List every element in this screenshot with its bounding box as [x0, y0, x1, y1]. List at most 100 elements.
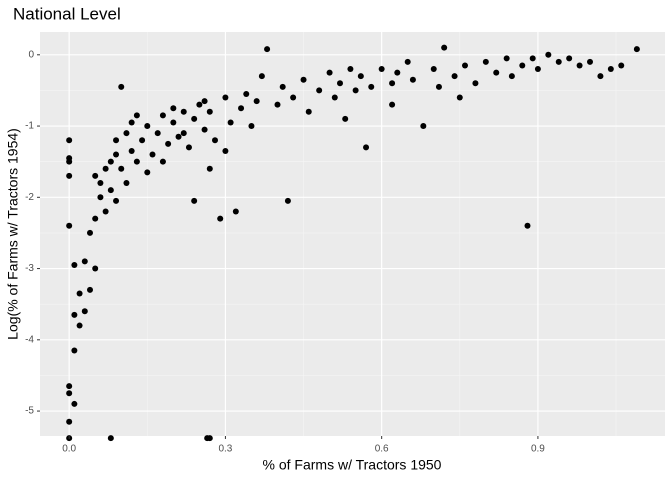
y-tick-label: -3: [25, 263, 34, 274]
point: [66, 172, 73, 179]
point: [71, 347, 78, 354]
y-tick-label: -2: [25, 192, 34, 203]
point: [534, 66, 541, 73]
point: [66, 390, 73, 397]
point: [508, 73, 515, 80]
point: [133, 112, 140, 119]
point: [133, 158, 140, 165]
point: [290, 94, 297, 101]
point: [430, 66, 437, 73]
point: [472, 80, 479, 87]
point: [144, 123, 151, 130]
point: [71, 400, 78, 407]
point: [206, 435, 213, 442]
point: [352, 87, 359, 94]
point: [71, 311, 78, 318]
point: [113, 151, 120, 158]
y-tick-label: -5: [25, 406, 34, 417]
point: [196, 101, 203, 108]
point: [92, 172, 99, 179]
x-tick-label: 0.6: [375, 444, 389, 455]
point: [92, 215, 99, 222]
point: [212, 137, 218, 144]
point: [587, 58, 593, 65]
point: [258, 73, 265, 80]
point: [66, 222, 73, 229]
point: [451, 73, 458, 80]
point: [180, 130, 187, 137]
point: [144, 169, 151, 176]
point: [118, 83, 125, 90]
point: [576, 62, 583, 69]
point: [389, 80, 396, 87]
point: [175, 133, 182, 140]
point: [66, 418, 73, 425]
point: [519, 62, 526, 69]
y-tick-label: -4: [25, 334, 34, 345]
point: [165, 140, 172, 147]
point: [113, 197, 120, 204]
point: [159, 112, 166, 119]
point: [170, 105, 177, 112]
chart-title: National Level: [13, 4, 121, 23]
point: [76, 290, 83, 297]
point: [482, 58, 489, 65]
point: [316, 87, 323, 94]
point: [238, 105, 245, 112]
point: [139, 137, 146, 144]
point: [326, 69, 333, 76]
point: [503, 55, 510, 62]
point: [462, 62, 468, 69]
y-axis-title: Log(% of Farms w/ Tractors 1954): [5, 128, 21, 340]
point: [206, 108, 213, 115]
point: [394, 69, 401, 76]
point: [149, 151, 156, 158]
point: [217, 215, 224, 222]
point: [191, 197, 198, 204]
point: [128, 119, 135, 126]
point: [185, 144, 192, 151]
point: [545, 51, 552, 58]
point: [566, 55, 573, 62]
point: [555, 58, 562, 65]
point: [97, 180, 104, 187]
panel: [40, 32, 665, 436]
point: [107, 187, 114, 194]
point: [493, 69, 500, 76]
point: [342, 115, 349, 122]
point: [92, 265, 99, 272]
point: [97, 194, 104, 201]
point: [87, 229, 93, 236]
point: [66, 158, 73, 165]
point: [284, 197, 291, 204]
x-tick-label: 0.3: [218, 444, 232, 455]
point: [368, 83, 375, 90]
point: [66, 383, 73, 390]
point: [331, 94, 338, 101]
point: [222, 147, 229, 154]
point: [420, 123, 427, 130]
point: [170, 119, 177, 126]
point: [456, 94, 463, 101]
point: [107, 158, 114, 165]
point: [206, 165, 213, 172]
point: [113, 137, 120, 144]
point: [357, 73, 364, 80]
point: [243, 90, 250, 97]
point: [201, 126, 208, 133]
point: [347, 66, 354, 73]
point: [597, 73, 604, 80]
y-tick-label: -1: [25, 121, 34, 132]
point: [201, 98, 208, 105]
point: [253, 98, 260, 105]
x-axis-title: % of Farms w/ Tractors 1950: [263, 457, 442, 473]
point: [337, 80, 343, 87]
point: [87, 286, 93, 293]
x-tick-label: 0.0: [62, 444, 76, 455]
point: [159, 158, 166, 165]
x-tick-label: 0.9: [531, 444, 545, 455]
point: [232, 208, 239, 215]
point: [529, 55, 536, 62]
point: [618, 62, 625, 69]
point: [409, 76, 416, 83]
